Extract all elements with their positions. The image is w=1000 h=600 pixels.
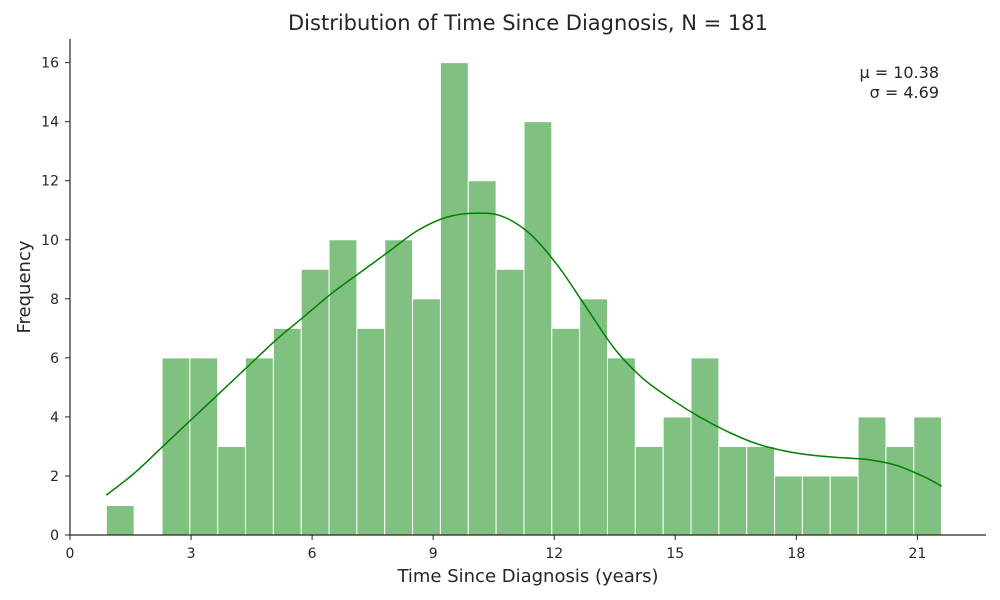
- x-tick-label: 3: [187, 546, 196, 562]
- histogram-bar: [328, 239, 358, 536]
- chart-title: Distribution of Time Since Diagnosis, N …: [288, 11, 768, 35]
- x-tick-label: 21: [908, 546, 926, 562]
- histogram-bar: [217, 445, 247, 536]
- y-tick-label: 0: [50, 528, 59, 544]
- histogram-bar: [606, 357, 636, 536]
- histogram-bar: [412, 298, 441, 536]
- y-ticks-group: 0 2 4 6 8 10 12 14 16: [41, 56, 70, 544]
- histogram-bar: [272, 327, 302, 536]
- y-tick-label: 2: [50, 469, 59, 485]
- histogram-bar: [801, 475, 831, 536]
- histogram-bar: [189, 357, 219, 536]
- x-axis-label: Time Since Diagnosis (years): [396, 566, 658, 587]
- histogram-bar: [384, 239, 414, 536]
- histogram-bar: [161, 357, 191, 536]
- histogram-bar: [356, 327, 386, 536]
- x-ticks-group: 0 3 6 9 12 15 18 21: [66, 535, 926, 562]
- x-tick-label: 0: [66, 546, 75, 562]
- y-tick-label: 16: [41, 56, 59, 72]
- histogram-bar: [913, 416, 943, 536]
- mean-annotation: μ = 10.38: [859, 63, 939, 82]
- y-tick-label: 14: [41, 115, 59, 131]
- x-tick-label: 12: [545, 546, 563, 562]
- histogram-bar: [579, 298, 608, 536]
- histogram-bar: [105, 504, 135, 536]
- histogram-bar: [634, 445, 664, 536]
- y-tick-label: 4: [50, 410, 59, 426]
- histogram-bar: [857, 416, 887, 536]
- y-tick-label: 12: [41, 174, 59, 190]
- histogram-bar: [885, 445, 915, 536]
- histogram-bar: [829, 475, 859, 536]
- histogram-bar: [495, 268, 525, 536]
- x-tick-label: 6: [308, 546, 317, 562]
- histogram-bar: [300, 268, 330, 536]
- histogram-bar: [746, 445, 776, 536]
- histogram-bar: [245, 357, 274, 536]
- x-tick-label: 15: [666, 546, 684, 562]
- histogram-bar: [467, 180, 497, 536]
- histogram-bar: [551, 327, 581, 536]
- histogram-bar: [774, 475, 803, 536]
- histogram-bar: [662, 416, 692, 536]
- y-tick-label: 8: [50, 292, 59, 308]
- bars-group: [105, 62, 943, 536]
- y-tick-label: 6: [50, 351, 59, 367]
- kde-curve: [105, 212, 942, 496]
- x-tick-label: 18: [787, 546, 805, 562]
- histogram-bar: [718, 445, 748, 536]
- y-tick-label: 10: [41, 233, 59, 249]
- y-axis-label: Frequency: [14, 240, 35, 333]
- histogram-bar: [523, 121, 553, 536]
- histogram-bar: [439, 62, 469, 536]
- std-annotation: σ = 4.69: [870, 83, 939, 102]
- histogram-bar: [690, 357, 720, 536]
- x-tick-label: 9: [429, 546, 438, 562]
